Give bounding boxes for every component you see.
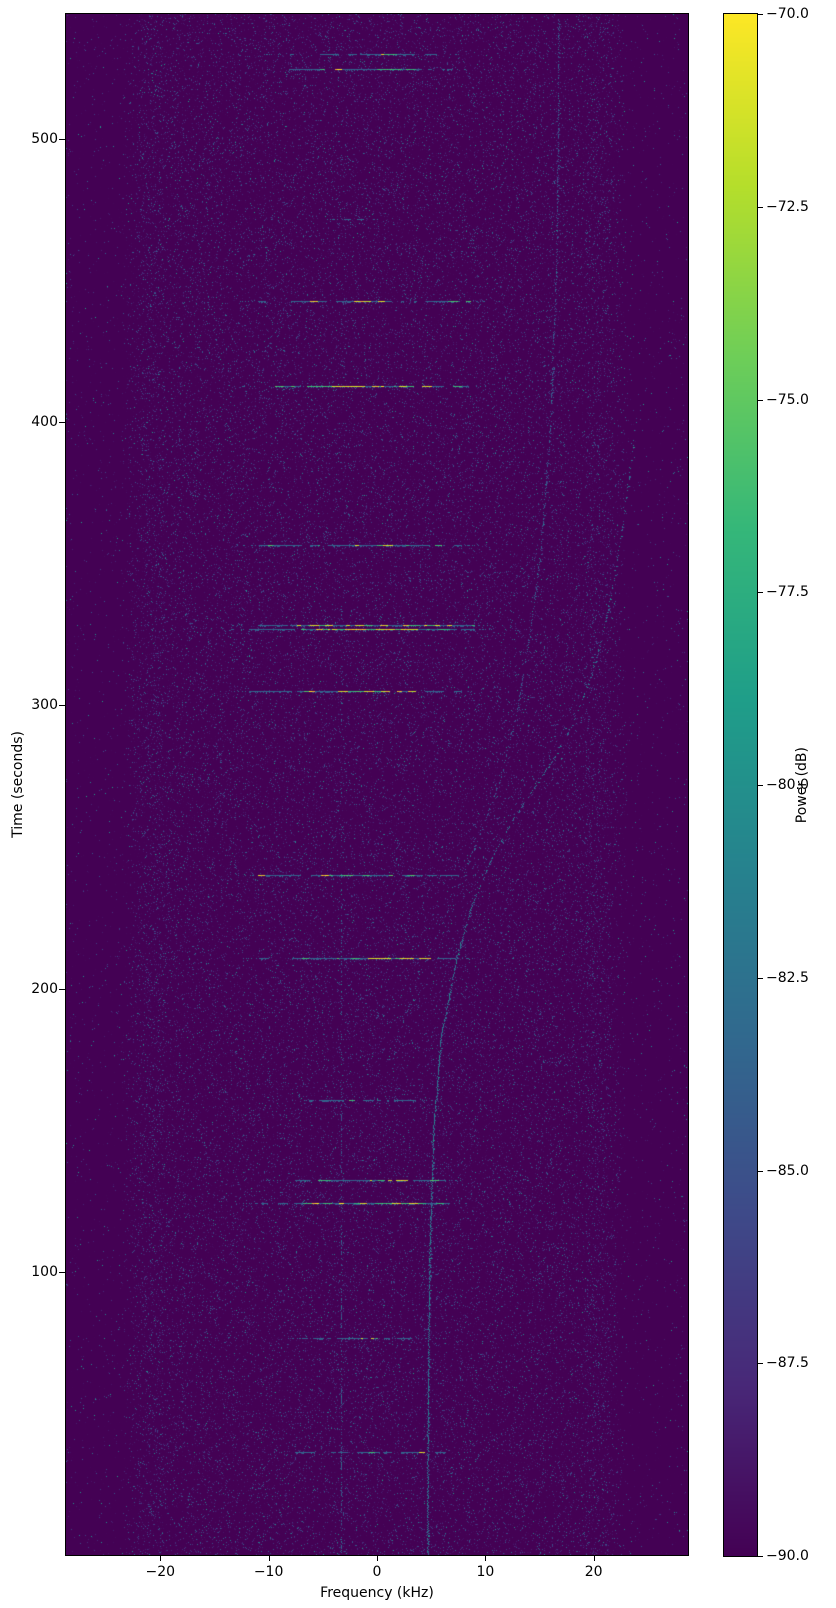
colorbar-label: Power (dB)	[794, 746, 810, 824]
x-tick-label: 0	[372, 1564, 382, 1580]
x-tick-mark	[268, 1555, 270, 1561]
colorbar-tick-label: −82.5	[766, 969, 809, 986]
colorbar-tick-label: −72.5	[766, 198, 809, 215]
x-tick-mark	[377, 1555, 378, 1561]
colorbar-canvas	[724, 14, 757, 1556]
colorbar-tick-label: −87.5	[766, 1355, 809, 1372]
colorbar	[723, 13, 758, 1557]
y-axis-label-wrap: Time (seconds)	[9, 0, 27, 1568]
y-tick-label: 200	[31, 980, 58, 997]
colorbar-tick-mark	[758, 1556, 763, 1557]
colorbar-tick-mark	[758, 592, 763, 594]
colorbar-tick-mark	[758, 1363, 763, 1365]
colorbar-tick-mark	[758, 977, 763, 979]
colorbar-tick-mark	[758, 14, 763, 15]
y-tick-label: 300	[31, 697, 58, 714]
colorbar-tick-mark	[758, 785, 763, 786]
x-tick-label: −20	[145, 1564, 176, 1580]
x-tick-mark	[593, 1555, 595, 1561]
x-tick-mark	[160, 1555, 162, 1561]
x-tick-label: −10	[253, 1564, 284, 1580]
colorbar-tick-mark	[758, 1170, 763, 1172]
x-axis-label: Frequency (kHz)	[320, 1585, 434, 1601]
spectrogram-canvas	[66, 14, 688, 1555]
y-tick-mark	[59, 421, 65, 423]
x-tick-label: 20	[584, 1564, 603, 1580]
colorbar-tick-label: −90.0	[766, 1548, 809, 1564]
colorbar-tick-label: −77.5	[766, 584, 809, 601]
colorbar-tick-mark	[758, 206, 763, 208]
y-tick-label: 400	[31, 413, 58, 430]
x-tick-label: 10	[476, 1564, 495, 1580]
colorbar-label-wrap: Power (dB)	[793, 0, 811, 1570]
plot-area	[65, 13, 689, 1556]
colorbar-tick-label: −70.0	[766, 6, 809, 22]
colorbar-tick-label: −75.0	[766, 391, 809, 408]
y-tick-mark	[59, 988, 65, 990]
y-axis-label: Time (seconds)	[10, 730, 26, 838]
colorbar-tick-mark	[758, 399, 763, 401]
y-tick-label: 500	[31, 130, 58, 147]
x-tick-mark	[485, 1555, 487, 1561]
y-tick-mark	[59, 1271, 65, 1273]
colorbar-tick-label: −85.0	[766, 1162, 809, 1179]
y-tick-mark	[59, 138, 65, 140]
colorbar-tick-label: −80.0	[766, 777, 809, 793]
y-tick-label: 100	[31, 1263, 58, 1280]
y-tick-mark	[59, 705, 65, 707]
